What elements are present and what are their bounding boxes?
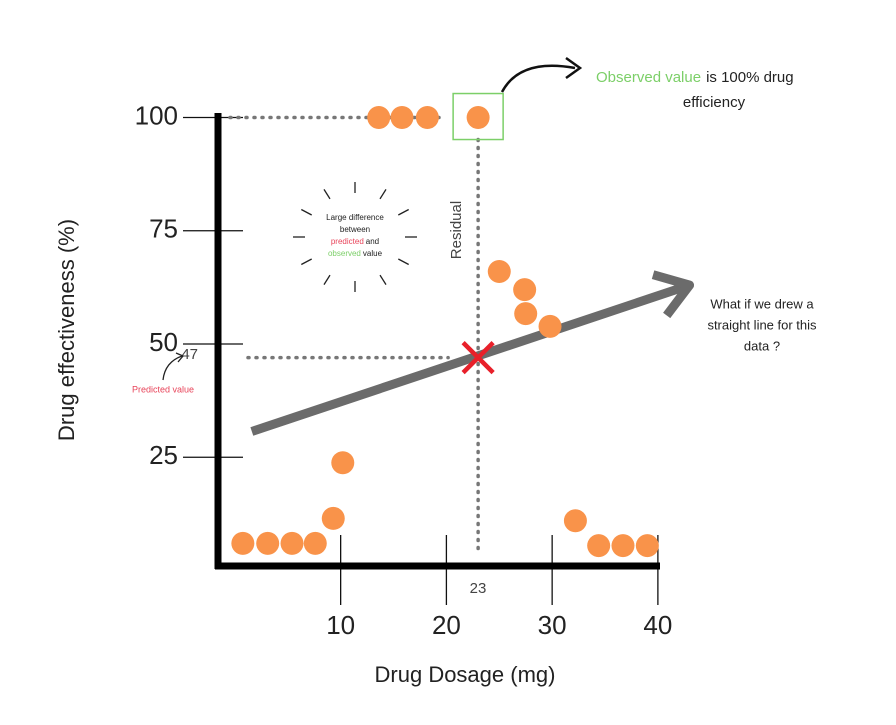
y-tick-label: 50 <box>149 327 178 357</box>
callout-line: observed value <box>328 249 383 258</box>
point <box>367 106 391 130</box>
predicted-arrow-head <box>175 352 185 363</box>
y-axis-title: Drug effectiveness (%) <box>54 219 79 441</box>
callout: Large difference between predicted and ob… <box>326 213 384 258</box>
ray <box>323 274 331 285</box>
ray <box>397 208 409 216</box>
point <box>635 534 659 558</box>
point <box>303 531 327 555</box>
point <box>256 531 280 555</box>
question-line: straight line for this <box>707 317 817 332</box>
x-tick-label: 10 <box>326 610 355 640</box>
ray <box>379 274 387 285</box>
y-tick-label: 100 <box>135 100 178 130</box>
predicted-label: Predicted value <box>132 384 194 394</box>
point <box>231 531 255 555</box>
callout-line: Large difference <box>326 213 384 222</box>
point <box>513 278 537 302</box>
point <box>514 302 538 326</box>
question-line: data ? <box>744 338 780 353</box>
x-axis-title: Drug Dosage (mg) <box>375 662 556 687</box>
callout-line: between <box>340 225 370 234</box>
predicted-x-label: 23 <box>470 580 487 597</box>
point <box>563 509 587 533</box>
predicted-y-label: 47 <box>181 346 198 363</box>
point <box>611 534 635 558</box>
observed-box <box>452 92 504 141</box>
observed-arrow <box>500 64 576 93</box>
callout-and: and <box>366 237 379 246</box>
callout-predicted: predicted <box>331 237 364 246</box>
point <box>321 506 345 530</box>
y-tick-label: 75 <box>149 214 178 244</box>
observed-arrow-head <box>565 56 583 80</box>
ray <box>301 208 313 216</box>
ray <box>397 258 409 266</box>
x-tick-label: 20 <box>432 610 461 640</box>
question-line: What if we drew a <box>710 296 814 311</box>
callout-line: predicted and <box>331 237 379 246</box>
observed-highlight: Observed value <box>596 69 701 86</box>
ray <box>379 189 387 200</box>
predicted-arrow <box>162 355 183 381</box>
y-tick-label: 25 <box>149 440 178 470</box>
callout-observed: observed <box>328 249 361 258</box>
point <box>538 314 562 338</box>
x-tick-label: 30 <box>538 610 567 640</box>
ray <box>323 189 331 200</box>
point <box>390 106 414 130</box>
residual-label: Residual <box>448 201 465 259</box>
point <box>587 534 611 558</box>
observed-line2: efficiency <box>683 94 746 111</box>
point <box>487 260 511 284</box>
trend-arrow-head <box>651 270 695 319</box>
callout-rays <box>293 182 417 292</box>
observed-note: Observed value is 100% drug <box>596 69 794 86</box>
ray <box>301 258 313 266</box>
observed-rest: is 100% drug <box>706 69 794 86</box>
trend-line <box>250 280 692 436</box>
x-tick-label: 40 <box>643 610 672 640</box>
point <box>331 451 355 475</box>
point <box>280 531 304 555</box>
point <box>415 106 439 130</box>
point <box>466 106 490 130</box>
predicted-marker <box>461 341 495 375</box>
callout-value: value <box>363 249 383 258</box>
